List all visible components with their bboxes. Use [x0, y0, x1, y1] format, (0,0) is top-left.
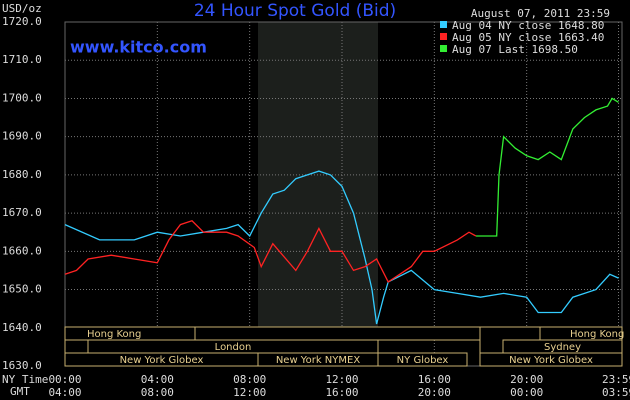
x2-tick-label: 08:00 [141, 386, 174, 399]
price-line [475, 97, 619, 237]
y-tick-label: 1670.0 [2, 206, 42, 219]
x-tick-label: 00:00 [48, 373, 81, 386]
legend-swatch [440, 45, 447, 52]
price-line [64, 170, 619, 325]
x2-tick-label: 00:00 [510, 386, 543, 399]
watermark: www.kitco.com [70, 38, 207, 57]
x-tick-label: 23:59 [602, 373, 630, 386]
y-tick-label: 1640.0 [2, 321, 42, 334]
session-box [64, 339, 89, 354]
session-label: New York Globex [120, 355, 204, 366]
price-line [64, 220, 477, 283]
y-tick-label: 1680.0 [2, 168, 42, 181]
session-label: Hong Kong [570, 329, 624, 340]
x2-tick-label: 20:00 [418, 386, 451, 399]
session-box [479, 352, 623, 367]
nymex-shade [258, 22, 378, 366]
session-label: New York Globex [509, 355, 593, 366]
x-tick-label: 08:00 [233, 373, 266, 386]
y-tick-label: 1710.0 [2, 53, 42, 66]
chart-title: 24 Hour Spot Gold (Bid) [194, 1, 396, 21]
x-tick-label: 16:00 [418, 373, 451, 386]
legend-label: Aug 04 NY close 1648.80 [452, 19, 604, 32]
x2-tick-label: 03:59 [602, 386, 630, 399]
y-tick-label: 1660.0 [2, 244, 42, 257]
session-label: London [215, 342, 252, 353]
timestamp: August 07, 2011 23:59 [471, 7, 610, 20]
x-tick-label: 20:00 [510, 373, 543, 386]
legend-swatch [440, 33, 447, 40]
x2-tick-label: 12:00 [233, 386, 266, 399]
session-label: New York NYMEX [276, 355, 361, 366]
y-tick-label: 1630.0 [2, 359, 42, 372]
y-axis-label: USD/oz [2, 2, 42, 15]
session-label: Hong Kong [87, 329, 141, 340]
x2-tick-label: 16:00 [325, 386, 358, 399]
x-axis-label: NY Time [2, 373, 48, 386]
x2-tick-label: 04:00 [48, 386, 81, 399]
legend-label: Aug 07 Last 1698.50 [452, 43, 578, 56]
session-label: NY Globex [397, 355, 449, 366]
y-tick-label: 1650.0 [2, 283, 42, 296]
legend-swatch [440, 21, 447, 28]
y-tick-label: 1690.0 [2, 130, 42, 143]
y-tick-label: 1720.0 [2, 15, 42, 28]
x-tick-label: 12:00 [325, 373, 358, 386]
y-tick-label: 1700.0 [2, 91, 42, 104]
legend-label: Aug 05 NY close 1663.40 [452, 31, 604, 44]
x-tick-label: 04:00 [141, 373, 174, 386]
session-label: Sydney [544, 342, 581, 353]
x2-axis-label: GMT [10, 385, 30, 398]
session-box [377, 352, 468, 367]
